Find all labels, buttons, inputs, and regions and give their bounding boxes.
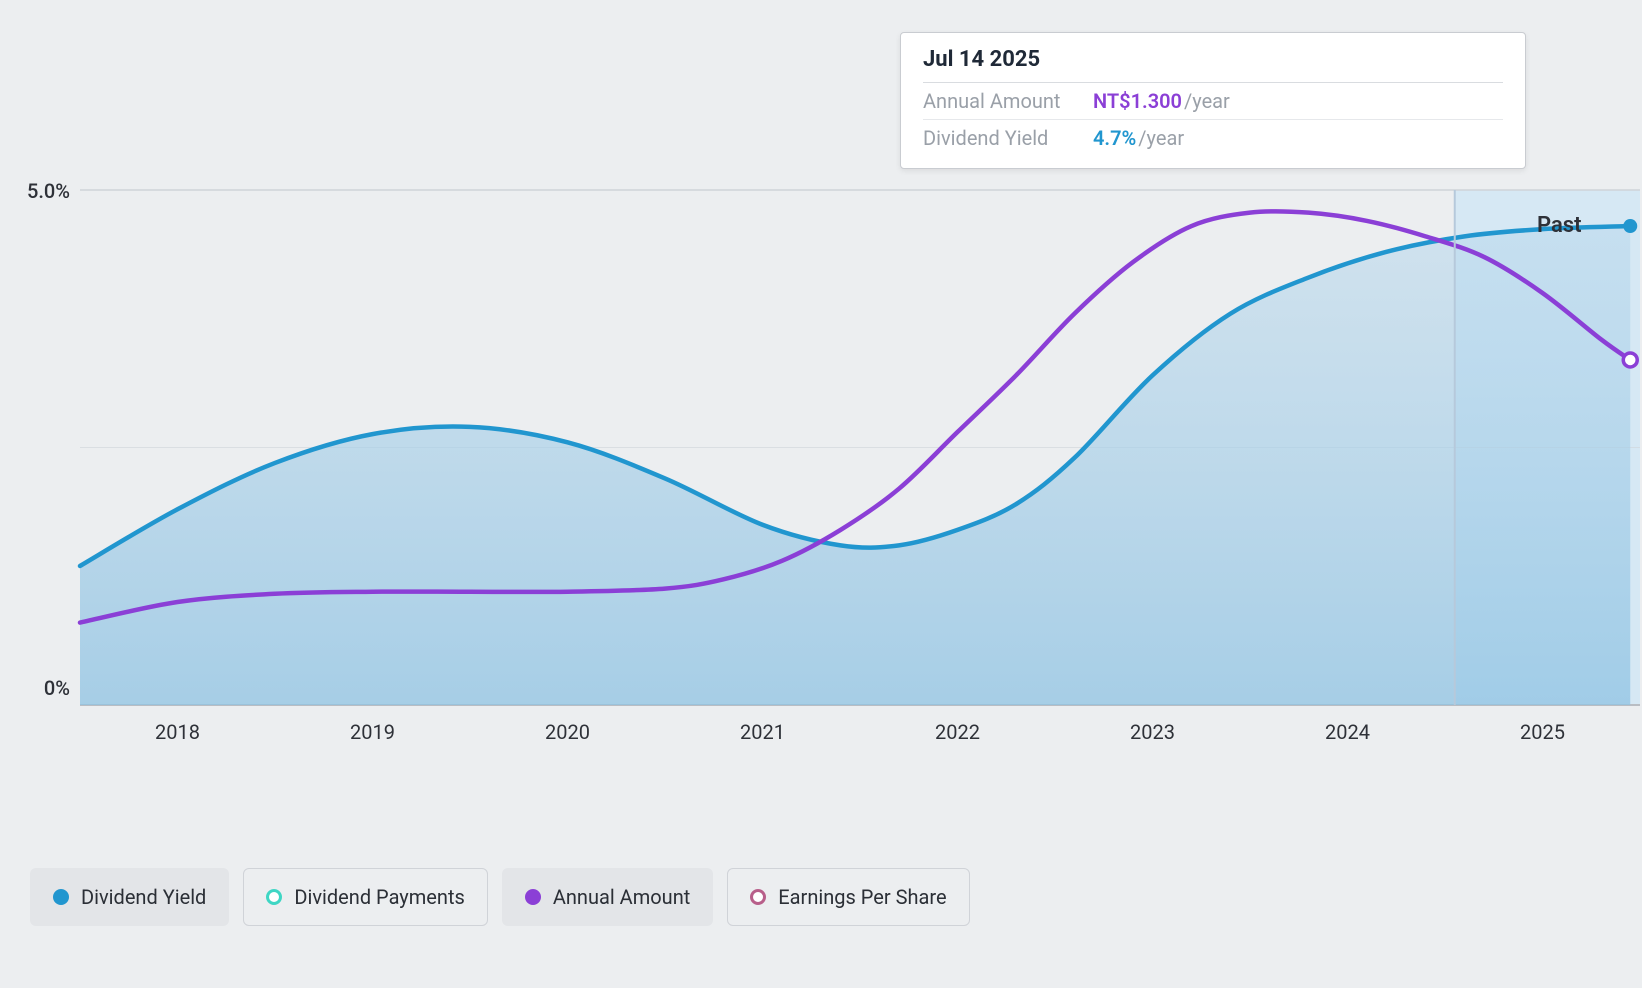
x-axis-tick-label: 2018 [155,720,200,744]
y-axis-tick-label: 5.0% [27,179,70,203]
legend-item-label: Earnings Per Share [778,885,946,909]
x-axis-tick-label: 2020 [545,720,590,744]
x-axis-tick-label: 2023 [1130,720,1175,744]
legend-dot-icon [525,889,541,905]
tooltip-date: Jul 14 2025 [923,47,1503,83]
tooltip-row-value: NT$1.300/year [1093,89,1230,113]
dividend-yield-area [80,226,1630,705]
legend-item-earnings-per-share[interactable]: Earnings Per Share [727,868,969,926]
legend-item-label: Dividend Yield [81,885,206,909]
legend-item-label: Dividend Payments [294,885,464,909]
annual-amount-end-marker [1623,353,1637,367]
x-axis-tick-label: 2019 [350,720,395,744]
y-axis-tick-label: 0% [44,676,70,700]
tooltip-row-label: Annual Amount [923,89,1093,113]
legend-item-dividend-payments[interactable]: Dividend Payments [243,868,487,926]
tooltip-row: Dividend Yield4.7%/year [923,120,1503,156]
x-axis-tick-label: 2022 [935,720,980,744]
chart-legend: Dividend Yield Dividend Payments Annual Am… [30,868,970,926]
legend-item-dividend-yield[interactable]: Dividend Yield [30,868,229,926]
x-axis-tick-label: 2025 [1520,720,1565,744]
legend-dot-icon [53,889,69,905]
tooltip-row: Annual AmountNT$1.300/year [923,83,1503,120]
past-label: Past [1537,213,1582,238]
dividend-yield-end-marker [1623,219,1637,233]
legend-dot-icon [750,889,766,905]
tooltip-row-value: 4.7%/year [1093,126,1184,150]
legend-dot-icon [266,889,282,905]
x-axis-tick-label: 2021 [740,720,785,744]
tooltip-row-label: Dividend Yield [923,126,1093,150]
legend-item-annual-amount[interactable]: Annual Amount [502,868,713,926]
chart-tooltip: Jul 14 2025 Annual AmountNT$1.300/yearDi… [900,32,1526,169]
legend-item-label: Annual Amount [553,885,690,909]
x-axis-tick-label: 2024 [1325,720,1370,744]
